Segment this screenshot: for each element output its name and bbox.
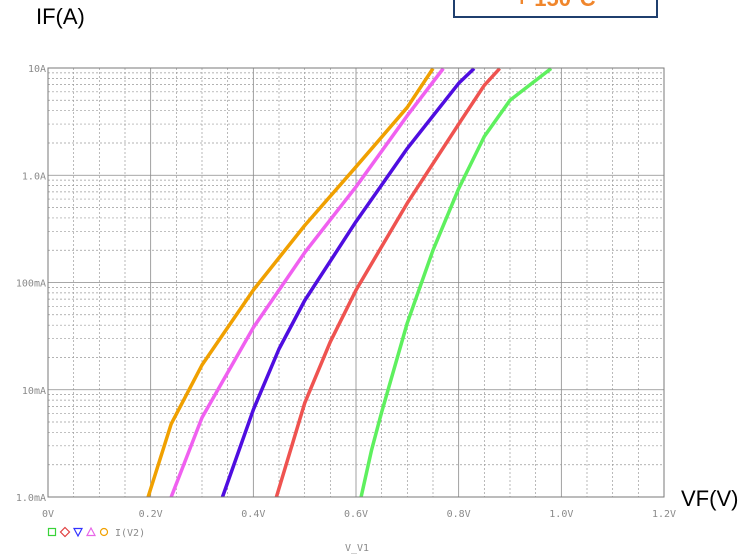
legend: I(V2) xyxy=(47,526,145,539)
x-unit-label: VF(V) xyxy=(681,486,739,511)
y-tick-label: 10mA xyxy=(22,386,46,397)
series-line-4 xyxy=(274,67,501,498)
y-tick-label: 1.0mA xyxy=(16,493,46,504)
legend-marker-square xyxy=(47,527,57,537)
temperature-label: + 150°C xyxy=(453,0,658,18)
legend-marker-circle xyxy=(99,527,109,537)
series-line-1 xyxy=(146,67,435,498)
series-layer xyxy=(146,67,553,498)
x-tick-label: 1.2V xyxy=(652,509,676,520)
y-tick-label: 1.0A xyxy=(22,171,46,182)
x-tick-label: 0V xyxy=(42,509,54,520)
series-line-3 xyxy=(220,67,476,498)
x-tick-label: 0.6V xyxy=(344,509,368,520)
legend-marker-triangle-up xyxy=(86,526,96,537)
series-line-5 xyxy=(359,67,553,498)
y-unit-label: IF(A) xyxy=(36,4,85,29)
legend-marker-diamond xyxy=(59,526,71,538)
legend-marker-triangle-down xyxy=(73,527,83,538)
x-tick-label: 0.4V xyxy=(241,509,265,520)
x-tick-label: 0.8V xyxy=(447,509,471,520)
grid xyxy=(48,68,664,497)
y-tick-label: 100mA xyxy=(16,279,46,290)
series-line-2 xyxy=(169,67,445,498)
x-tick-label: 0.2V xyxy=(139,509,163,520)
x-axis-label: V_V1 xyxy=(345,543,369,554)
y-tick-label: 10A xyxy=(28,64,46,75)
axes: 0V 0.2V 0.4V 0.6V 0.8V 1.0V 1.2V 10A 1.0A 100mA 10… xyxy=(16,64,676,520)
legend-trace-label: I(V2) xyxy=(115,528,145,539)
x-tick-label: 1.0V xyxy=(549,509,573,520)
plot-frame xyxy=(47,67,665,498)
